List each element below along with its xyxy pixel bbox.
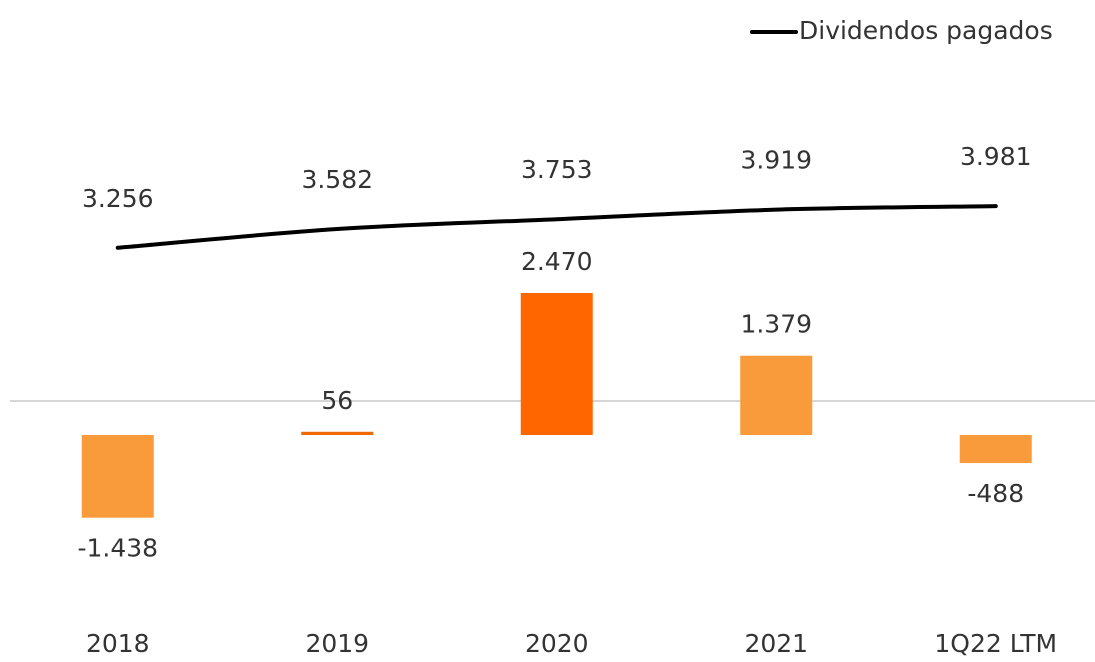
legend-label: Dividendos pagados <box>799 16 1053 45</box>
bar <box>959 435 1032 464</box>
data-label: 3.981 <box>960 142 1032 171</box>
x-tick-label: 2019 <box>305 629 369 658</box>
data-label: -1.438 <box>77 534 158 563</box>
data-label: 2.470 <box>521 247 593 276</box>
x-tick-label: 2021 <box>744 629 808 658</box>
data-label: 56 <box>321 386 353 415</box>
bar <box>520 292 593 435</box>
bar <box>301 431 374 435</box>
bar <box>740 355 813 435</box>
data-label: 3.753 <box>521 155 593 184</box>
data-label: -488 <box>967 479 1024 508</box>
data-label: 3.919 <box>740 146 812 175</box>
x-tick-label: 2020 <box>525 629 589 658</box>
line <box>115 204 998 250</box>
x-tick-label: 1Q22 LTM <box>934 629 1057 658</box>
data-label: 3.582 <box>301 165 373 194</box>
x-tick-label: 2018 <box>86 629 150 658</box>
data-label: 3.256 <box>82 184 154 213</box>
data-label: 1.379 <box>740 310 812 339</box>
bar <box>81 435 154 518</box>
